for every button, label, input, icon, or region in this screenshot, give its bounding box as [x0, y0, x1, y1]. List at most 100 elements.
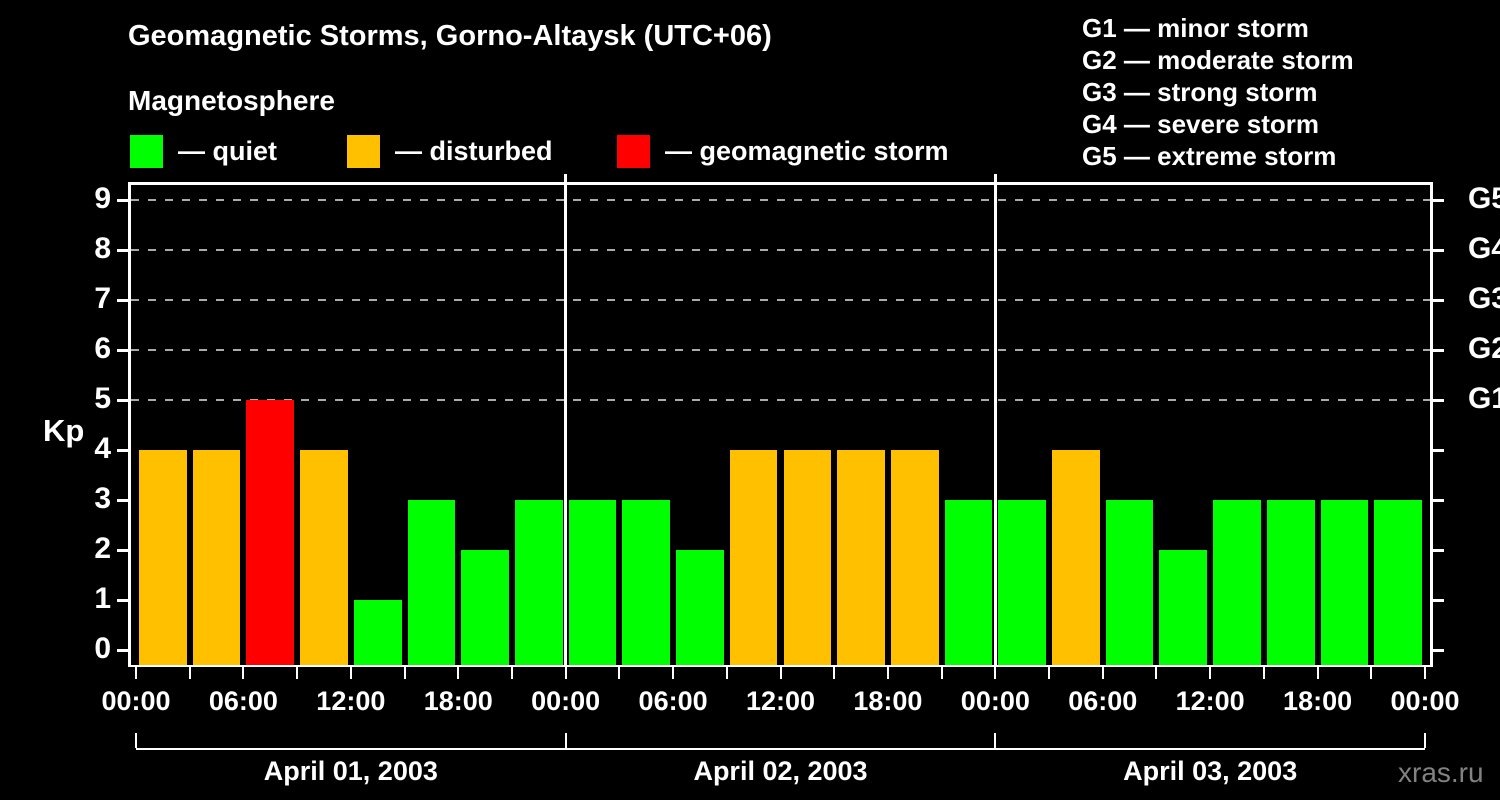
day-separator	[564, 185, 568, 665]
x-axis-label: 00:00	[531, 686, 601, 716]
y-tick-left-1	[117, 599, 128, 602]
legend-label-disturbed: — disturbed	[395, 135, 553, 166]
x-axis-label: 06:00	[1068, 686, 1138, 716]
x-tick	[1048, 665, 1051, 679]
disturbed-color-swatch	[347, 134, 380, 168]
kp-bar	[676, 550, 724, 665]
y-axis-label-9: 9	[94, 182, 111, 215]
kp-bar	[514, 500, 563, 665]
page-title: Geomagnetic Storms, Gorno-Altaysk (UTC+0…	[128, 20, 772, 52]
x-tick	[725, 665, 728, 679]
date-bracket-riser	[994, 733, 997, 748]
x-tick	[242, 665, 245, 679]
kp-bar	[300, 450, 348, 665]
kp-bar	[1213, 500, 1261, 665]
storm-scale-g2: G2 — moderate storm	[1082, 45, 1354, 75]
watermark: xras.ru	[1398, 757, 1484, 788]
y-axis-label-2: 2	[94, 532, 111, 565]
kp-bar	[890, 450, 939, 665]
y-tick-left-0	[117, 649, 128, 652]
kp-bar	[246, 400, 295, 665]
kp-bar	[998, 500, 1047, 665]
y-tick-right-8	[1433, 249, 1444, 252]
kp-bar	[1052, 450, 1100, 665]
day-separator-tick	[564, 174, 568, 182]
kp-bar	[1374, 500, 1422, 665]
y-axis-label-8: 8	[94, 232, 111, 265]
y-axis-label-3: 3	[94, 482, 111, 515]
y-tick-left-7	[117, 299, 128, 302]
legend-label-quiet: — quiet	[178, 135, 277, 166]
y-tick-left-4	[117, 449, 128, 452]
x-tick	[349, 665, 352, 679]
kp-bar	[461, 550, 509, 665]
day-separator-tick	[993, 174, 997, 182]
right-axis-label-g4: G4	[1467, 232, 1500, 265]
x-axis-label: 18:00	[853, 686, 923, 716]
y-tick-right-4	[1433, 449, 1444, 452]
x-tick	[457, 665, 460, 679]
y-axis-label-4: 4	[94, 432, 111, 465]
x-tick	[564, 665, 567, 679]
kp-bar	[139, 450, 187, 665]
y-axis-label-5: 5	[94, 382, 111, 415]
chart-subtitle: Magnetosphere	[128, 85, 335, 116]
legend-item-disturbed: — disturbed	[347, 134, 553, 168]
date-label: April 01, 2003	[263, 756, 438, 786]
date-label: April 02, 2003	[693, 756, 868, 786]
kp-bar	[944, 500, 993, 665]
kp-bar	[1320, 500, 1369, 665]
x-tick	[510, 665, 513, 679]
date-bracket-riser	[135, 733, 137, 748]
x-tick	[188, 665, 191, 679]
x-tick	[833, 665, 836, 679]
storm-scale-g5: G5 — extreme storm	[1082, 141, 1337, 171]
y-tick-left-6	[117, 349, 128, 352]
x-tick	[403, 665, 406, 679]
x-tick	[994, 665, 997, 679]
y-axis-title: Kp	[43, 413, 85, 448]
y-tick-left-3	[117, 499, 128, 502]
x-axis-label: 06:00	[208, 686, 278, 716]
x-tick	[1370, 665, 1373, 679]
date-bracket-riser	[1424, 733, 1426, 748]
y-tick-right-9	[1433, 199, 1444, 202]
y-tick-right-2	[1433, 549, 1444, 552]
x-tick	[1101, 665, 1104, 679]
kp-bar	[1266, 500, 1315, 665]
y-axis-label-0: 0	[94, 632, 111, 665]
date-bracket: April 01, 2003 April 02, 2003 April 03, 20…	[135, 733, 1426, 786]
x-axis-label: 00:00	[960, 686, 1030, 716]
y-tick-left-9	[117, 199, 128, 202]
y-tick-right-6	[1433, 349, 1444, 352]
plot-area: Kp 0 1 2 3 4 5 6 7 8 9 G1 G2 G3 G4 G5 00:00 06:00 12:00 18…	[43, 174, 1500, 786]
day-separator	[993, 185, 997, 665]
x-tick	[296, 665, 299, 679]
x-tick	[135, 665, 137, 679]
x-tick	[1155, 665, 1158, 679]
x-tick	[940, 665, 943, 679]
y-tick-right-7	[1433, 299, 1444, 302]
date-bracket-riser	[564, 733, 567, 748]
gridline-kp8	[131, 249, 1430, 251]
y-axis-label-6: 6	[94, 332, 111, 365]
date-label: April 03, 2003	[1123, 756, 1298, 786]
right-axis-label-g5: G5	[1467, 182, 1500, 215]
y-axis-label-7: 7	[94, 282, 111, 315]
legend-label-storm: — geomagnetic storm	[665, 135, 949, 166]
right-axis-label-g2: G2	[1467, 332, 1500, 365]
x-axis-label: 00:00	[1390, 686, 1460, 716]
x-axis-label: 12:00	[745, 686, 816, 716]
kp-bar	[1105, 500, 1154, 665]
gridline-kp9	[131, 199, 1430, 201]
x-axis-label: 06:00	[638, 686, 708, 716]
kp-bar	[783, 450, 832, 665]
y-tick-right-5	[1433, 399, 1444, 402]
x-tick	[1262, 665, 1265, 679]
x-axis-label: 18:00	[1283, 686, 1353, 716]
right-axis-label-g3: G3	[1467, 282, 1500, 315]
y-axis-label-1: 1	[94, 582, 111, 615]
gridline-kp6	[131, 349, 1430, 351]
kp-bar	[192, 450, 241, 665]
legend-item-quiet: — quiet	[130, 134, 277, 168]
